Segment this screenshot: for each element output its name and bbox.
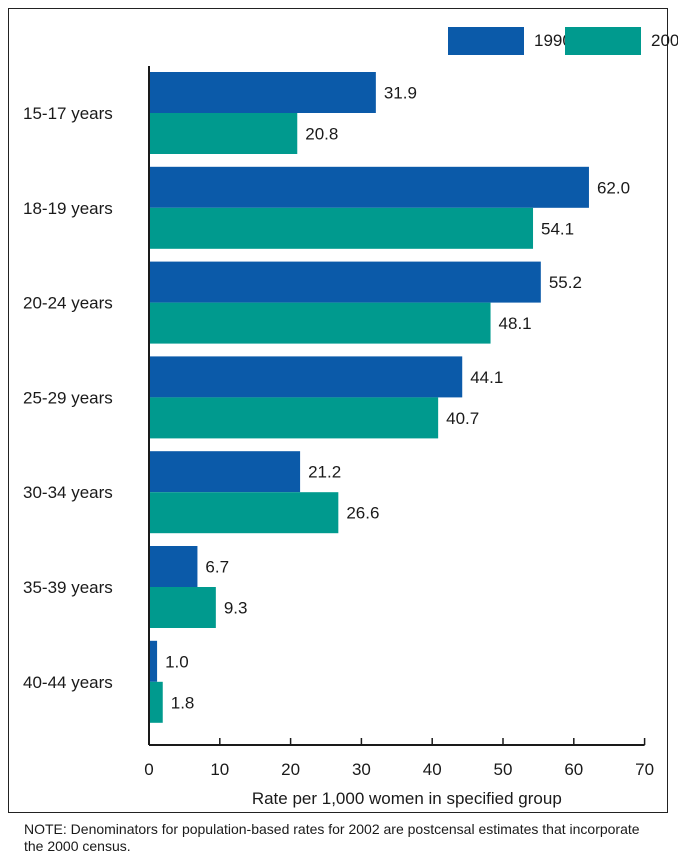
- x-tick-label: 50: [494, 760, 513, 779]
- data-label-2002: 54.1: [541, 219, 574, 238]
- legend-item-1990: 1990: [448, 27, 572, 55]
- legend-swatch-2002: [565, 27, 641, 55]
- bar-2002: [150, 207, 534, 249]
- x-tick-label: 20: [281, 760, 300, 779]
- x-tick-label: 70: [635, 760, 654, 779]
- bar-1990: [150, 546, 198, 587]
- bar-2002: [150, 397, 439, 439]
- data-label-1990: 6.7: [205, 558, 229, 577]
- bar-2002: [150, 587, 216, 628]
- category-label: 18-19 years: [23, 199, 113, 218]
- category-label: 25-29 years: [23, 388, 113, 407]
- bar-2002: [150, 492, 339, 534]
- legend-label-1990: 1990: [534, 31, 572, 50]
- category-label: 40-44 years: [23, 673, 113, 692]
- bar-1990: [150, 640, 158, 682]
- bar-2002: [150, 681, 163, 723]
- data-label-1990: 44.1: [470, 368, 503, 387]
- category-label: 15-17 years: [23, 104, 113, 123]
- bar-1990: [150, 451, 301, 493]
- footnote: NOTE: Denominators for population-based …: [24, 821, 640, 854]
- bar-1990: [150, 261, 541, 303]
- bar-2002: [150, 113, 298, 154]
- x-tick-label: 30: [352, 760, 371, 779]
- data-label-1990: 31.9: [384, 84, 417, 103]
- bar-chart: 0 10 20 30 40 50 60 70 Rate per 1,000 women in s…: [23, 66, 654, 808]
- data-label-2002: 20.8: [305, 125, 338, 144]
- data-label-2002: 26.6: [346, 504, 379, 523]
- x-tick-label: 60: [564, 760, 583, 779]
- data-label-1990: 21.2: [308, 463, 341, 482]
- legend-label-2002: 2002: [651, 31, 678, 50]
- category-label: 20-24 years: [23, 294, 113, 313]
- data-label-1990: 1.0: [165, 652, 189, 671]
- category-label: 35-39 years: [23, 578, 113, 597]
- bar-1990: [150, 72, 376, 113]
- legend-item-2002: 2002: [565, 27, 678, 55]
- x-axis-title: Rate per 1,000 women in specified group: [252, 789, 562, 808]
- chart-frame: [8, 8, 668, 813]
- data-label-2002: 48.1: [499, 314, 532, 333]
- bar-1990: [150, 166, 589, 208]
- data-label-2002: 40.7: [446, 409, 479, 428]
- x-tick-label: 10: [210, 760, 229, 779]
- data-label-1990: 55.2: [549, 273, 582, 292]
- data-label-1990: 62.0: [597, 178, 630, 197]
- legend-swatch-1990: [448, 27, 524, 55]
- x-tick-label: 0: [144, 760, 153, 779]
- data-label-2002: 1.8: [171, 693, 195, 712]
- bar-1990: [150, 356, 463, 398]
- category-label: 30-34 years: [23, 483, 113, 502]
- bar-2002: [150, 302, 491, 344]
- data-label-2002: 9.3: [224, 599, 248, 618]
- x-tick-label: 40: [423, 760, 442, 779]
